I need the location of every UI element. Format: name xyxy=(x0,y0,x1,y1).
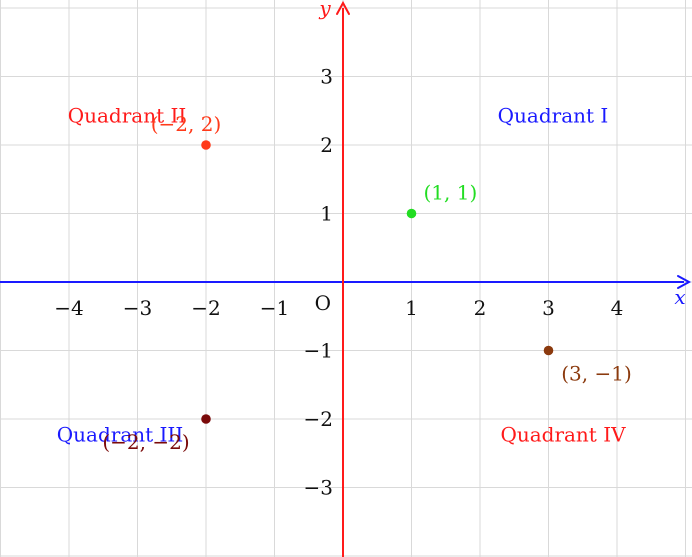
point-label: (3, −1) xyxy=(561,362,632,386)
quadrant-label: Quadrant IV xyxy=(500,423,626,447)
x-tick-label: 3 xyxy=(542,296,555,320)
data-point xyxy=(406,208,417,219)
data-point xyxy=(201,140,211,150)
points: (1, 1) (−2, 2) (−2, −2) (3, −1) xyxy=(102,112,631,454)
x-tick-label: 1 xyxy=(405,296,418,320)
y-tick-label: 3 xyxy=(320,65,333,89)
y-tick-label: 1 xyxy=(320,202,333,226)
y-axis-label: y xyxy=(318,0,331,20)
point-label: (−2, 2) xyxy=(151,112,222,136)
origin-label: O xyxy=(315,291,331,315)
x-tick-label: −4 xyxy=(54,296,83,320)
y-tick-label: −1 xyxy=(304,339,333,363)
quadrant-labels: Quadrant I Quadrant II Quadrant III Quadran… xyxy=(57,103,626,446)
point-label: (1, 1) xyxy=(424,181,478,205)
data-point xyxy=(201,414,211,424)
point-label: (−2, −2) xyxy=(102,430,189,454)
x-tick-label: −2 xyxy=(191,296,220,320)
quadrant-label: Quadrant III xyxy=(57,423,183,447)
x-tick-label: −3 xyxy=(123,296,152,320)
x-axis-arrowhead xyxy=(677,275,692,289)
y-axis-arrowhead xyxy=(336,0,350,15)
quadrant-label: Quadrant I xyxy=(498,103,609,127)
quadrant-label: Quadrant II xyxy=(68,103,187,127)
y-tick-label: −3 xyxy=(304,476,333,500)
tick-labels: −4 −3 −2 −1 1 2 3 4 3 2 1 −1 −2 −3 O xyxy=(54,65,623,500)
x-tick-label: −1 xyxy=(260,296,289,320)
x-axis-label: x xyxy=(674,285,685,309)
data-point xyxy=(543,345,554,356)
y-tick-label: −2 xyxy=(304,407,333,431)
x-tick-label: 2 xyxy=(474,296,487,320)
y-tick-label: 2 xyxy=(320,133,333,157)
x-tick-label: 4 xyxy=(611,296,624,320)
